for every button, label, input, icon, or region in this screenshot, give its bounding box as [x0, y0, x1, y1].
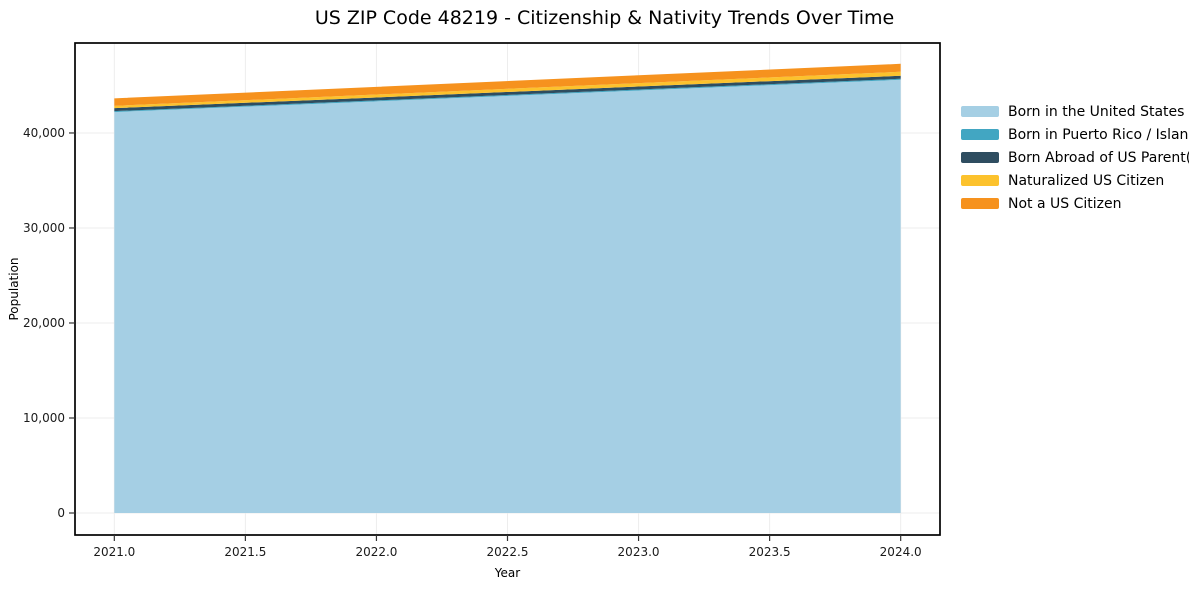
- y-tick-label: 10,000: [23, 411, 65, 425]
- legend-label: Born in the United States: [1008, 103, 1185, 120]
- x-tick-label: 2021.5: [224, 545, 266, 559]
- legend-item-born-in-us: Born in the United States: [961, 100, 1189, 123]
- area-series-1: [114, 78, 901, 113]
- legend-item-born-abroad: Born Abroad of US Parent(s): [961, 146, 1189, 169]
- x-tick-label: 2024.0: [880, 545, 922, 559]
- x-tick-label: 2023.0: [618, 545, 660, 559]
- x-tick-label: 2023.5: [749, 545, 791, 559]
- legend-swatch-puerto-rico: [961, 129, 999, 140]
- legend-label: Naturalized US Citizen: [1008, 172, 1165, 189]
- x-tick-label: 2022.5: [487, 545, 529, 559]
- legend-swatch-naturalized: [961, 175, 999, 186]
- legend-label: Not a US Citizen: [1008, 195, 1122, 212]
- legend-label: Born in Puerto Rico / Islands: [1008, 126, 1189, 143]
- y-tick-label: 30,000: [23, 221, 65, 235]
- x-tick-label: 2021.0: [93, 545, 135, 559]
- legend: Born in the United States Born in Puerto…: [961, 100, 1189, 215]
- legend-swatch-not-citizen: [961, 198, 999, 209]
- legend-label: Born Abroad of US Parent(s): [1008, 149, 1189, 166]
- legend-item-puerto-rico: Born in Puerto Rico / Islands: [961, 123, 1189, 146]
- y-axis-label: Population: [7, 257, 21, 320]
- area-series-4: [114, 63, 901, 106]
- y-tick-label: 0: [57, 506, 65, 520]
- area-series-2: [114, 75, 901, 112]
- area-series-0: [114, 79, 901, 514]
- legend-swatch-born-in-us: [961, 106, 999, 117]
- legend-item-naturalized: Naturalized US Citizen: [961, 169, 1189, 192]
- legend-swatch-born-abroad: [961, 152, 999, 163]
- y-tick-label: 20,000: [23, 316, 65, 330]
- x-tick-label: 2022.0: [355, 545, 397, 559]
- x-axis-label: Year: [494, 566, 520, 580]
- chart-title: US ZIP Code 48219 - Citizenship & Nativi…: [314, 7, 895, 29]
- legend-item-not-citizen: Not a US Citizen: [961, 192, 1189, 215]
- y-tick-label: 40,000: [23, 126, 65, 140]
- area-series-3: [114, 71, 901, 109]
